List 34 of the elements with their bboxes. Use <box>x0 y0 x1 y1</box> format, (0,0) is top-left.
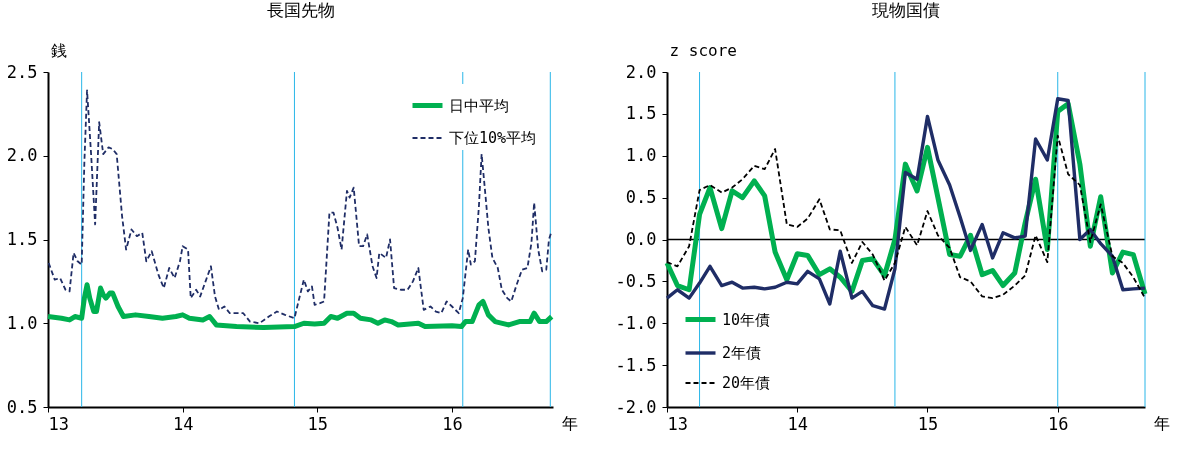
x-tick-label: 16 <box>1047 413 1069 434</box>
x-axis-title: 年 <box>561 413 578 433</box>
y-axis-title: 銭 <box>50 40 67 60</box>
legend-label: 2年債 <box>722 344 762 362</box>
y-tick-label: -0.5 <box>615 270 657 291</box>
y-tick-label: -2.0 <box>615 396 657 417</box>
y-tick-label: 1.5 <box>625 103 657 124</box>
x-tick-label: 14 <box>172 413 194 434</box>
y-axis-title: z score <box>669 40 737 60</box>
x-tick-label: 14 <box>787 413 808 434</box>
x-tick-label: 13 <box>48 413 69 434</box>
y-tick-label: 0.0 <box>625 229 657 249</box>
x-axis-title: 年 <box>1153 413 1170 433</box>
y-tick-label: 1.0 <box>625 145 657 166</box>
chart-title: 長国先物 <box>266 0 335 20</box>
legend-label: 10年債 <box>722 310 771 329</box>
x-tick-label: 16 <box>442 413 463 434</box>
chart-title: 現物国債 <box>872 0 940 20</box>
y-tick-label: 1.5 <box>6 229 38 249</box>
legend-label: 下位10%平均 <box>449 129 537 147</box>
y-tick-label: 0.5 <box>6 396 38 417</box>
y-tick-label: 2.0 <box>625 61 657 82</box>
y-tick-label: -1.0 <box>615 312 657 333</box>
y-tick-label: 1.0 <box>6 312 38 333</box>
line-series <box>47 89 553 325</box>
x-tick-label: 13 <box>667 413 688 434</box>
y-tick-label: 2.5 <box>6 61 38 82</box>
y-tick-label: 0.5 <box>625 187 657 208</box>
legend-label: 日中平均 <box>449 96 509 115</box>
y-tick-label: -1.5 <box>615 354 657 375</box>
x-tick-label: 15 <box>307 413 329 434</box>
x-tick-label: 15 <box>917 413 939 434</box>
y-tick-label: 2.0 <box>6 145 38 166</box>
legend-label: 20年債 <box>722 374 771 392</box>
